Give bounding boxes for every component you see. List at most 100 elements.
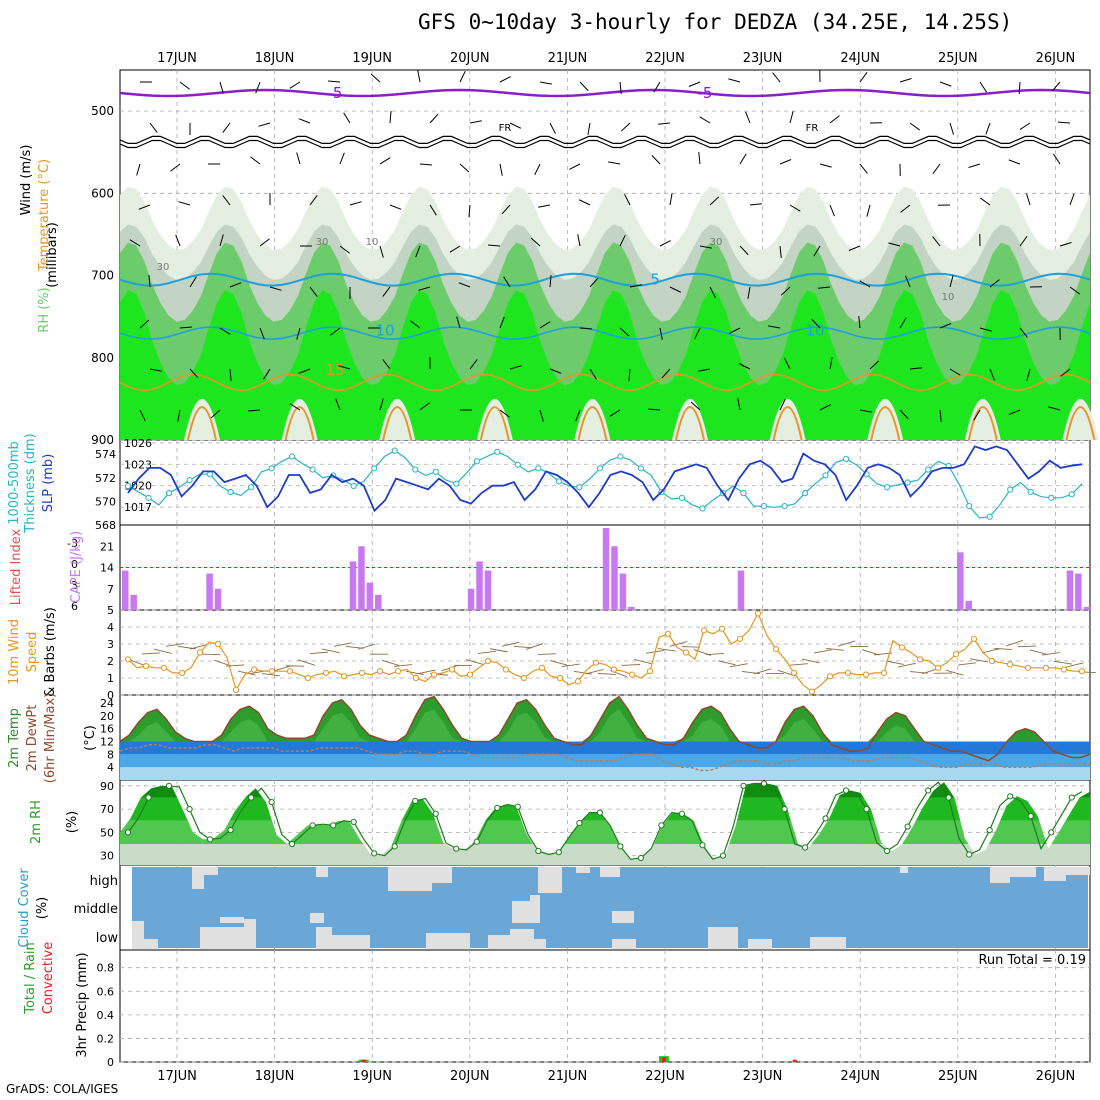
x-tick-label-top: 23JUN [743, 51, 783, 66]
rh2m-marker [822, 815, 829, 822]
upper-wind-barb [688, 81, 701, 87]
slp-line [127, 445, 1083, 513]
temp-band-blue [120, 754, 1090, 768]
y-axis-label-precip-2: Convective [41, 942, 56, 1015]
upper-wind-barb [138, 204, 151, 210]
thickness-marker [391, 447, 398, 454]
x-tick-label-bottom: 22JUN [645, 1069, 685, 1084]
wind10m-speed-marker [124, 656, 132, 663]
upper-wind-barb [338, 365, 351, 370]
upper-wind-barb [259, 238, 270, 247]
y-tick-label-precip: 0.2 [97, 1032, 115, 1045]
wind10m-speed-marker [1024, 664, 1032, 671]
upper-wind-barb [219, 234, 224, 247]
upper-wind-barb [1026, 368, 1031, 381]
upper-wind-barb [949, 368, 961, 376]
rh2m-marker [678, 810, 686, 817]
wind10m-barb [981, 648, 1000, 654]
isotherm-15-loop [967, 406, 998, 441]
upper-wind-barb [699, 245, 712, 249]
cloud-high-block [432, 867, 452, 883]
upper-wind-barb [509, 122, 522, 129]
wind10m-barb [753, 668, 772, 675]
rh2m-marker [781, 806, 788, 813]
thickness-marker [473, 458, 480, 465]
chart-title: GFS 0~10day 3-hourly for DEDZA (34.25E, … [418, 10, 1013, 34]
y-axis-label-rh2m: 2m RH [29, 800, 44, 844]
wind10m-barb [513, 646, 532, 649]
thickness-marker [986, 513, 993, 520]
rh2m-marker [658, 822, 665, 829]
wind10m-barb [1041, 652, 1060, 656]
rh2m-marker [535, 847, 542, 855]
wind10m-speed-marker [772, 646, 780, 653]
rh2m-marker [432, 810, 439, 817]
cloud-low-block [244, 919, 256, 949]
upper-wind-barb [170, 163, 181, 172]
wind10m-speed-marker [322, 669, 330, 677]
cloud-low-block [200, 927, 250, 949]
wind10m-speed-marker [700, 627, 708, 634]
cape-bar [130, 594, 137, 610]
upper-wind-barb [780, 286, 791, 296]
wind10m-barb [1065, 662, 1084, 668]
wind10m-barb [213, 659, 232, 667]
wind10m-speed-marker [340, 673, 348, 680]
wind10m-speed-marker [790, 669, 798, 677]
y-axis-label-cloud-unit: (%) [35, 897, 50, 920]
rh2m-marker [576, 819, 583, 827]
upper-wind-barb [1060, 368, 1071, 377]
upper-wind-barb [619, 234, 626, 247]
y-tick-label-pressure: 800 [91, 351, 114, 365]
wind10m-barb [585, 668, 604, 675]
thickness-marker [206, 471, 214, 478]
cape-bar [467, 588, 475, 610]
y-tick-label-precip: 0 [107, 1056, 114, 1069]
y-axis-label-pressure: (millibars) [45, 222, 60, 288]
cloud-high-block [538, 867, 562, 893]
x-tick-label-top: 26JUN [1036, 51, 1076, 66]
y-axis-label-thickness-2: Thickness (dm) [23, 433, 38, 533]
isotherm-label: -5 [698, 84, 713, 102]
wind10m-speed-marker [538, 664, 546, 671]
upper-wind-barb [900, 204, 911, 213]
rh2m-marker [986, 826, 993, 834]
wind10m-speed-marker [196, 649, 204, 656]
upper-wind-barb [1019, 235, 1028, 247]
upper-wind-barb [530, 237, 541, 247]
upper-wind-barb [429, 204, 437, 216]
upper-wind-barb [189, 368, 199, 379]
cape-bar [349, 561, 357, 610]
thickness-marker [842, 455, 850, 462]
upper-wind-barb [509, 365, 522, 370]
rh-dry-wedge [1062, 398, 1099, 440]
wind10m-speed-marker [1078, 668, 1086, 675]
upper-wind-barb [1053, 153, 1061, 165]
thickness-marker [596, 465, 603, 472]
dewpoint-line [119, 743, 1090, 772]
wind10m-barb [729, 663, 748, 668]
y-tick-label-wind: 3 [107, 638, 114, 651]
upper-wind-barb [979, 81, 987, 93]
thickness-marker [432, 468, 439, 475]
wind10m-speed-marker [484, 657, 492, 665]
wind10m-speed-marker [628, 671, 636, 678]
wind10m-barb [957, 662, 976, 666]
y-tick-label-slp: 1026 [124, 437, 152, 450]
cloud-level-label: high [90, 874, 118, 889]
upper-wind-barb [698, 368, 711, 372]
rh2m-marker [309, 822, 316, 829]
wind10m-barb [597, 673, 616, 675]
upper-wind-barb [488, 244, 501, 247]
x-tick-label-top: 21JUN [548, 51, 588, 66]
rh2m-marker [1068, 794, 1075, 801]
wind10m-barb [501, 641, 520, 647]
upper-wind-barb [1069, 193, 1075, 206]
wind10m-speed-marker [448, 666, 456, 673]
wind10m-barb [477, 650, 496, 654]
rh2m-marker [268, 799, 275, 806]
cloud-low-block [810, 937, 846, 949]
rh-contour-label: 30 [157, 262, 170, 273]
rh2m-marker [1048, 829, 1055, 836]
upper-wind-barb [179, 81, 190, 90]
